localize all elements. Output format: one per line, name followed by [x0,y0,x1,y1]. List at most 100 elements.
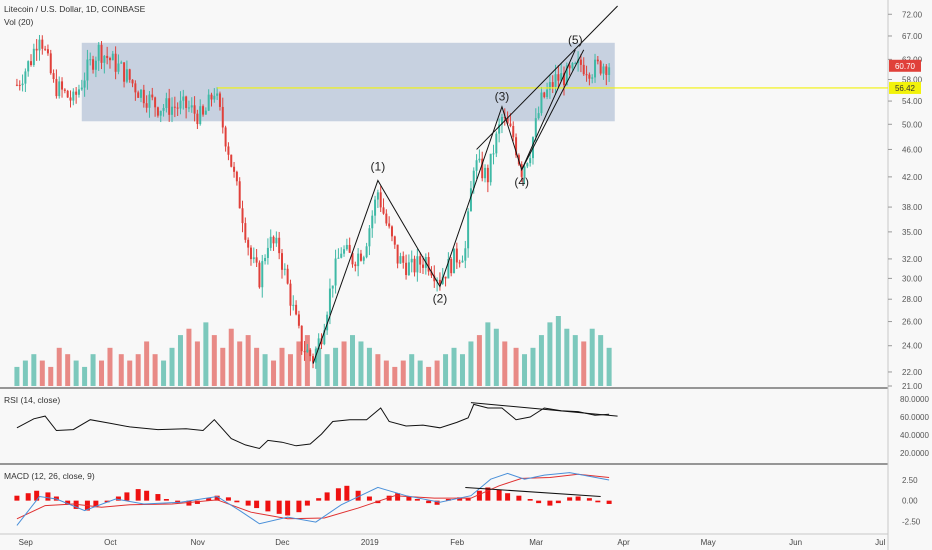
volume-bar [271,360,277,386]
volume-bar [135,354,141,386]
candle-body [72,91,75,101]
volume-bar [451,347,457,386]
volume-bar [279,347,285,386]
macd-line [16,472,610,526]
macd-histogram-bar [135,489,141,501]
price-tick-label: 32.00 [902,255,923,264]
volume-bar [245,335,251,386]
macd-histogram-bar [25,493,31,501]
volume-bar [572,335,578,386]
candle-body [213,95,216,100]
macd-histogram-bar [155,494,161,501]
candle-body [574,63,577,65]
candle-body [131,79,134,84]
macd-histogram-bar [45,492,51,501]
candle-body [241,208,244,224]
volume-bar [304,335,310,386]
volume-bar [203,322,209,386]
price-tick-label: 72.00 [902,10,923,19]
volume-bar [468,341,474,386]
elliott-wave-path [312,49,576,365]
candle-body [416,256,419,273]
macd-histogram-bar [65,500,71,505]
candle-body [396,244,399,264]
candle-body [430,271,433,276]
candle-body [427,257,430,272]
volume-bar [375,354,381,386]
candle-body [608,67,611,75]
macd-histogram-bar [555,500,561,504]
candle-body [182,96,185,101]
candle-body [405,262,408,276]
candle-body [148,94,151,108]
volume-bar [434,360,440,386]
candle-body [21,83,24,86]
volume-bar [90,354,96,386]
candle-body [103,55,106,63]
macd-histogram-bar [595,500,601,503]
macd-histogram-bar [395,493,401,501]
volume-bar [22,360,28,386]
price-axis: 72.0067.0062.0058.0054.0050.0046.0042.00… [888,10,923,391]
candle-body [362,257,365,261]
volume-bar [296,341,302,386]
candle-body [548,82,551,90]
candle-body [233,166,236,172]
candle-body [495,133,498,154]
macd-histogram-bar [496,489,502,501]
candle-body [546,89,549,98]
candle-body [173,106,176,108]
candle-body [306,349,309,353]
candle-body [331,285,334,289]
candle-body [86,59,89,81]
candle-body [309,349,312,357]
candle-body [83,80,86,88]
volume-bar [82,366,88,386]
volume-bar [400,360,406,386]
candle-body [159,110,162,116]
volume-bar [152,354,158,386]
volume-bar [65,354,71,386]
volume-bar [324,354,330,386]
candle-body [540,92,543,114]
volume-bar [485,322,491,386]
supply-zone [81,42,615,122]
volume-bar [493,328,499,386]
volume-bar [262,354,268,386]
candle-body [481,158,484,179]
rsi-label: RSI (14, close) [4,395,60,405]
volume-bar [417,360,423,386]
volume-bar [194,341,200,386]
indicator-panes: 80.0000 60.0000 40.0000 20.0000 2.50 0.00 -2.5… [14,395,929,526]
candle-body [221,106,224,128]
candle-body [526,163,529,167]
macd-histogram-bar [465,498,471,501]
candle-body [283,268,286,270]
volume-bar [358,341,364,386]
volume-bar [127,360,133,386]
candle-body [24,71,27,84]
volume-bar [333,347,339,386]
candle-body [582,64,585,75]
macd-histogram-bar [536,500,542,504]
candle-body [252,257,255,260]
candle-body [568,65,571,69]
macd-histogram-bar [586,498,592,501]
candle-body [343,249,346,254]
price-tick-label: 50.00 [902,120,923,129]
macd-histogram-bar [296,500,302,513]
volume-bar [161,360,167,386]
macd-histogram-bar [186,500,192,506]
rsi-line [16,403,610,450]
candle-body [218,93,221,107]
candle-body [227,146,230,155]
candle-body [492,153,495,155]
macd-histogram-bar [366,496,372,501]
candle-body [388,223,391,227]
candle-body [108,58,111,61]
candle-body [351,252,354,265]
candle-body [145,103,148,108]
macd-divergence-line [465,486,601,498]
volume-bar [522,354,528,386]
